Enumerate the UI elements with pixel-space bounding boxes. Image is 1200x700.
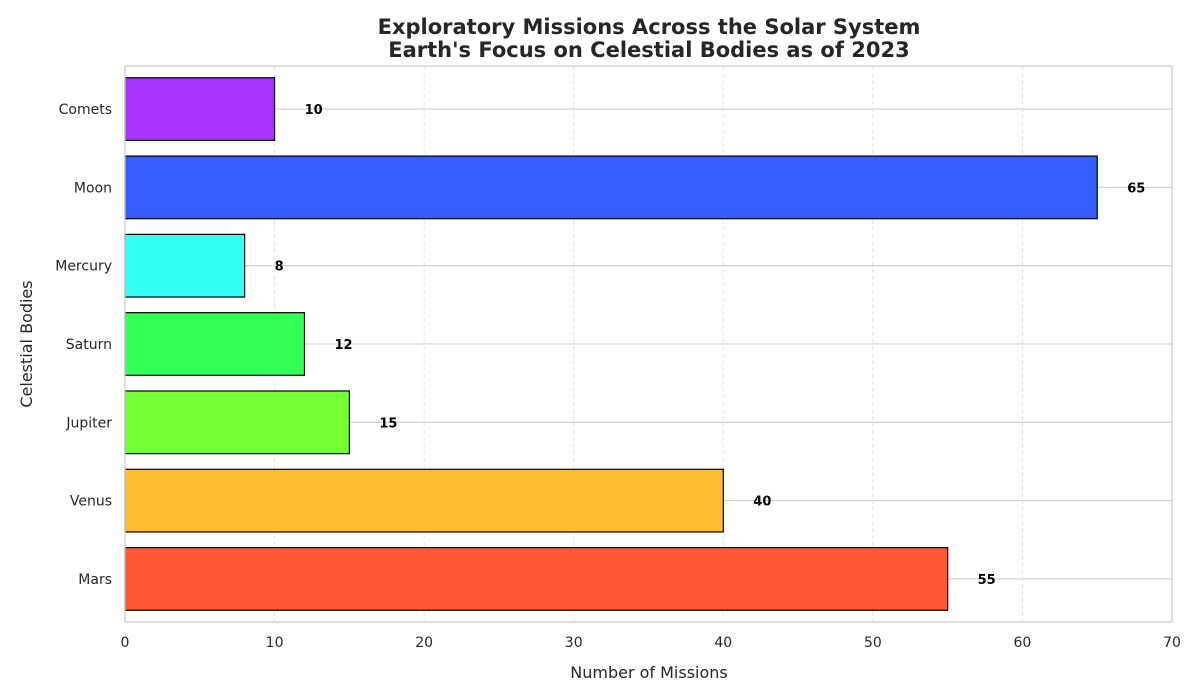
bar-mercury <box>124 233 246 298</box>
data-label-saturn: 12 <box>334 338 352 353</box>
plot-frame <box>124 65 1173 623</box>
x-tick-label: 0 <box>121 635 130 651</box>
data-labels: 55 40 15 12 8 65 10 <box>275 103 1146 588</box>
chart-subtitle: Earth's Focus on Celestial Bodies as of … <box>388 38 909 62</box>
axis-ticks: Mars Venus Jupiter Saturn Mercury Moon Comets 0… <box>55 102 1181 651</box>
data-label-moon: 65 <box>1127 181 1145 196</box>
y-tick-label: Moon <box>74 180 112 196</box>
y-tick-label: Venus <box>70 494 112 510</box>
y-tick-label: Mercury <box>55 259 112 275</box>
bar-jupiter <box>124 390 350 455</box>
x-tick-label: 70 <box>1163 635 1181 651</box>
y-tick-label: Saturn <box>66 337 112 353</box>
bar-moon <box>124 155 1098 220</box>
chart-title: Exploratory Missions Across the Solar Sy… <box>378 15 921 39</box>
bars <box>124 77 1098 611</box>
data-label-mars: 55 <box>978 573 996 588</box>
data-label-jupiter: 15 <box>379 416 397 431</box>
y-tick-label: Jupiter <box>65 415 112 431</box>
y-tick-label: Mars <box>78 572 112 588</box>
y-axis-label: Celestial Bodies <box>17 280 36 407</box>
x-tick-label: 40 <box>714 635 732 651</box>
bar-comets <box>124 77 276 141</box>
bar-saturn <box>124 312 306 376</box>
x-tick-label: 50 <box>864 635 882 651</box>
data-label-comets: 10 <box>305 103 323 118</box>
bar-venus <box>124 468 724 533</box>
data-label-mercury: 8 <box>275 260 284 275</box>
x-tick-label: 10 <box>266 635 284 651</box>
bar-mars <box>124 547 949 611</box>
x-tick-label: 60 <box>1014 635 1032 651</box>
data-label-venus: 40 <box>753 495 771 510</box>
x-axis-label: Number of Missions <box>570 663 728 682</box>
y-tick-label: Comets <box>59 102 112 118</box>
x-tick-label: 30 <box>565 635 583 651</box>
x-tick-label: 20 <box>415 635 433 651</box>
